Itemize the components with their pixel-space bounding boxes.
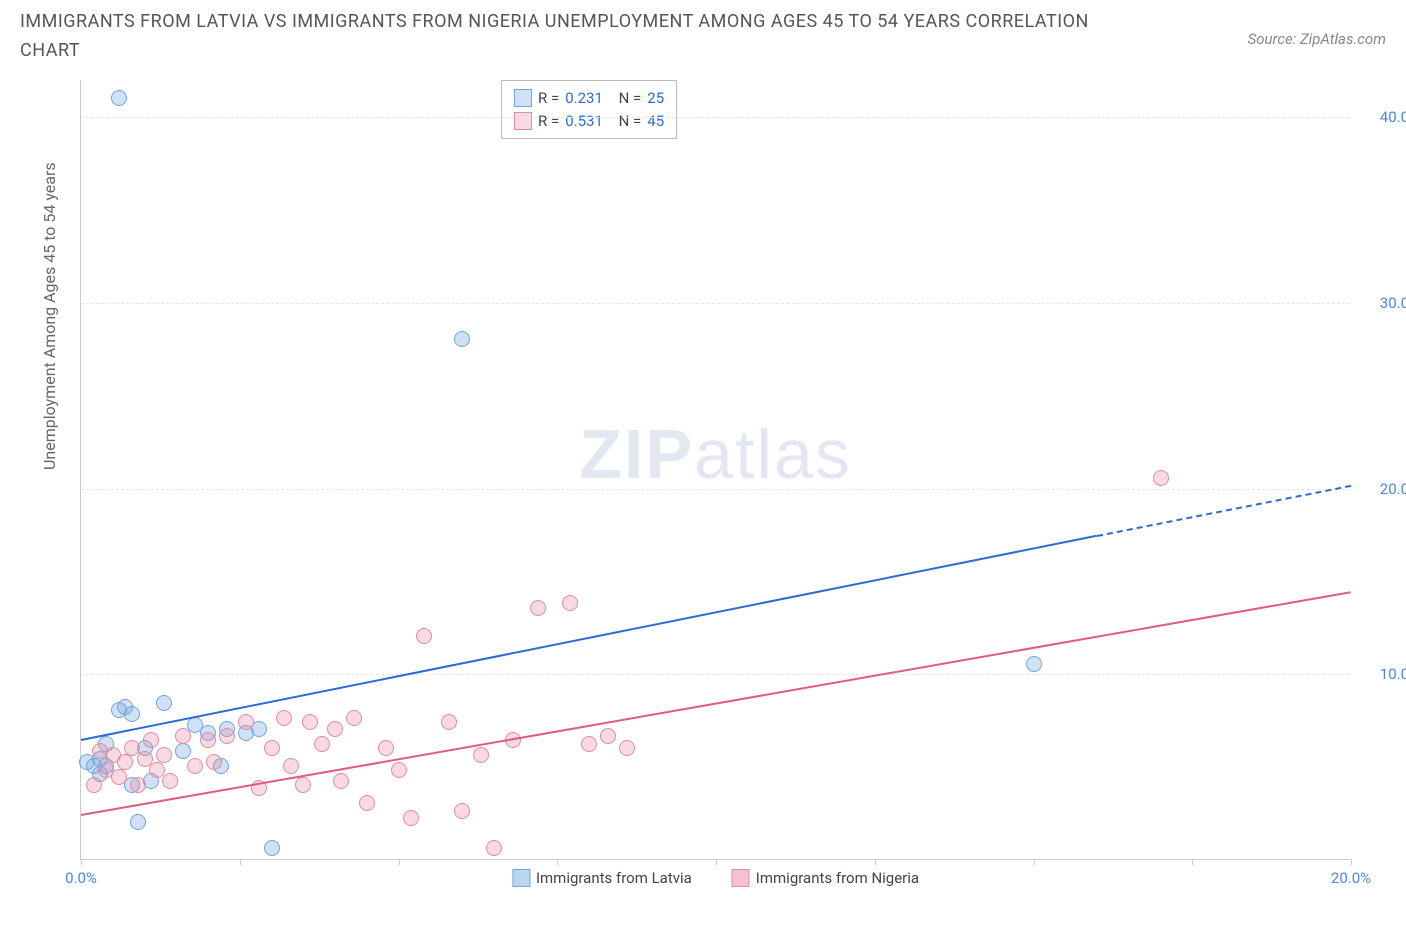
data-point <box>346 710 362 726</box>
data-point <box>378 740 394 756</box>
data-point <box>333 773 349 789</box>
data-point <box>200 732 216 748</box>
correlation-legend: R = 0.231 N = 25R = 0.531 N = 45 <box>501 80 677 139</box>
data-point <box>359 795 375 811</box>
x-tick-label: 20.0% <box>1331 869 1371 887</box>
data-point <box>600 728 616 744</box>
legend-item: Immigrants from Latvia <box>512 869 692 887</box>
data-point <box>562 595 578 611</box>
data-point <box>219 728 235 744</box>
data-point <box>86 777 102 793</box>
data-point <box>581 736 597 752</box>
data-point <box>130 777 146 793</box>
data-point <box>403 810 419 826</box>
data-point <box>276 710 292 726</box>
data-point <box>175 728 191 744</box>
legend-row: R = 0.231 N = 25 <box>514 87 664 110</box>
data-point <box>117 754 133 770</box>
y-axis-label: Unemployment Among Ages 45 to 54 years <box>40 162 59 470</box>
data-point <box>486 840 502 856</box>
data-point <box>295 777 311 793</box>
x-tick <box>399 859 400 865</box>
source-text: Source: ZipAtlas.com <box>1248 30 1386 48</box>
data-point <box>327 721 343 737</box>
watermark: ZIPatlas <box>579 414 852 494</box>
series-legend: Immigrants from Latvia Immigrants from Ni… <box>512 869 919 887</box>
y-tick-label: 40.0% <box>1380 108 1406 126</box>
legend-swatch <box>514 89 532 107</box>
data-point <box>143 732 159 748</box>
legend-swatch <box>732 869 750 887</box>
data-point <box>111 90 127 106</box>
x-tick <box>1351 859 1352 865</box>
data-point <box>473 747 489 763</box>
gridline <box>81 674 1350 675</box>
data-point <box>302 714 318 730</box>
data-point <box>416 628 432 644</box>
data-point <box>111 769 127 785</box>
x-tick <box>716 859 717 865</box>
x-tick <box>81 859 82 865</box>
y-tick-label: 20.0% <box>1380 480 1406 498</box>
data-point <box>1153 470 1169 486</box>
x-tick <box>240 859 241 865</box>
legend-swatch <box>512 869 530 887</box>
data-point <box>124 706 140 722</box>
data-point <box>206 754 222 770</box>
x-tick-label: 0.0% <box>65 869 97 887</box>
data-point <box>441 714 457 730</box>
x-tick <box>1192 859 1193 865</box>
legend-swatch <box>514 112 532 130</box>
data-point <box>1026 656 1042 672</box>
legend-item: Immigrants from Nigeria <box>732 869 919 887</box>
data-point <box>238 714 254 730</box>
data-point <box>391 762 407 778</box>
chart-area: Unemployment Among Ages 45 to 54 years Z… <box>50 70 1390 900</box>
data-point <box>156 695 172 711</box>
x-tick <box>1034 859 1035 865</box>
gridline <box>81 117 1350 118</box>
data-point <box>314 736 330 752</box>
gridline <box>81 489 1350 490</box>
trend-line-dash <box>1097 485 1351 537</box>
gridline <box>81 303 1350 304</box>
data-point <box>187 758 203 774</box>
legend-row: R = 0.531 N = 45 <box>514 110 664 133</box>
chart-title: IMMIGRANTS FROM LATVIA VS IMMIGRANTS FRO… <box>20 8 1120 66</box>
data-point <box>454 331 470 347</box>
trend-line <box>81 535 1097 741</box>
data-point <box>264 840 280 856</box>
data-point <box>530 600 546 616</box>
data-point <box>175 743 191 759</box>
data-point <box>264 740 280 756</box>
y-tick-label: 10.0% <box>1380 665 1406 683</box>
data-point <box>619 740 635 756</box>
data-point <box>130 814 146 830</box>
data-point <box>162 773 178 789</box>
x-tick <box>875 859 876 865</box>
trend-line <box>81 591 1351 816</box>
data-point <box>454 803 470 819</box>
y-tick-label: 30.0% <box>1380 294 1406 312</box>
x-tick <box>557 859 558 865</box>
data-point <box>283 758 299 774</box>
data-point <box>156 747 172 763</box>
plot-region: ZIPatlas R = 0.231 N = 25R = 0.531 N = 4… <box>80 80 1350 860</box>
